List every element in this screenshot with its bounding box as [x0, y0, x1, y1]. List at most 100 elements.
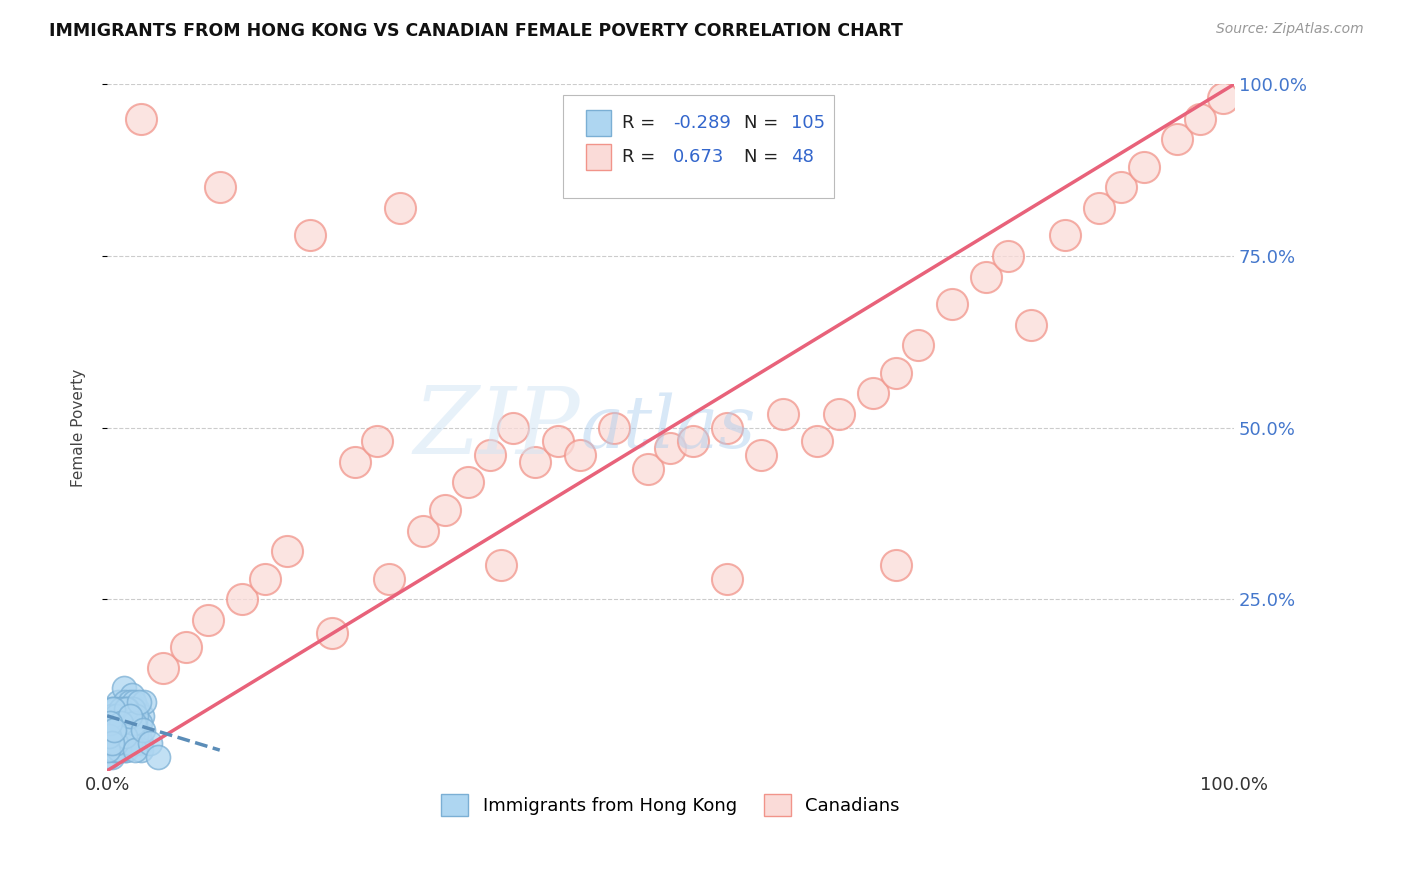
- Point: [112, 681, 135, 696]
- Point: [112, 702, 135, 716]
- Point: [118, 736, 141, 750]
- Point: [100, 750, 122, 764]
- Point: [129, 743, 152, 757]
- Point: [97, 750, 120, 764]
- Point: [108, 730, 131, 744]
- Point: [117, 702, 139, 716]
- Point: [117, 736, 139, 750]
- Point: [479, 448, 502, 462]
- Point: [103, 743, 125, 757]
- Point: [97, 736, 120, 750]
- Point: [110, 715, 132, 730]
- Point: [276, 544, 298, 558]
- Point: [105, 708, 128, 723]
- Point: [122, 695, 145, 709]
- Point: [110, 702, 132, 716]
- Point: [117, 723, 139, 737]
- Text: 0.673: 0.673: [672, 148, 724, 166]
- Point: [114, 730, 136, 744]
- Point: [111, 708, 134, 723]
- Point: [457, 475, 479, 490]
- Point: [659, 441, 682, 455]
- Point: [974, 269, 997, 284]
- Point: [100, 736, 122, 750]
- Point: [105, 702, 128, 716]
- Text: N =: N =: [744, 114, 783, 132]
- Point: [104, 730, 127, 744]
- Point: [298, 228, 321, 243]
- Point: [118, 723, 141, 737]
- Point: [1188, 112, 1211, 126]
- Point: [1087, 201, 1109, 215]
- Point: [117, 715, 139, 730]
- Point: [107, 730, 129, 744]
- Point: [118, 708, 141, 723]
- Point: [321, 626, 343, 640]
- Point: [115, 702, 138, 716]
- Text: N =: N =: [744, 148, 783, 166]
- Point: [716, 420, 738, 434]
- Point: [117, 723, 139, 737]
- Point: [208, 180, 231, 194]
- Point: [772, 407, 794, 421]
- Point: [112, 723, 135, 737]
- Text: 48: 48: [792, 148, 814, 166]
- Point: [1019, 318, 1042, 332]
- FancyBboxPatch shape: [586, 145, 610, 170]
- Point: [1109, 180, 1132, 194]
- Point: [806, 434, 828, 449]
- Point: [1166, 132, 1188, 146]
- Point: [716, 572, 738, 586]
- Point: [637, 461, 659, 475]
- Point: [122, 715, 145, 730]
- Point: [111, 708, 134, 723]
- Point: [112, 736, 135, 750]
- Point: [101, 723, 124, 737]
- Point: [120, 715, 142, 730]
- Point: [941, 297, 963, 311]
- Point: [120, 702, 142, 716]
- Point: [100, 736, 122, 750]
- Point: [108, 743, 131, 757]
- Point: [124, 743, 146, 757]
- Point: [105, 708, 128, 723]
- Point: [103, 736, 125, 750]
- Point: [104, 715, 127, 730]
- Point: [121, 702, 143, 716]
- Point: [118, 695, 141, 709]
- Point: [121, 688, 143, 702]
- Point: [103, 736, 125, 750]
- Text: IMMIGRANTS FROM HONG KONG VS CANADIAN FEMALE POVERTY CORRELATION CHART: IMMIGRANTS FROM HONG KONG VS CANADIAN FE…: [49, 22, 903, 40]
- Point: [108, 736, 131, 750]
- Point: [139, 736, 162, 750]
- Point: [547, 434, 569, 449]
- Point: [97, 743, 120, 757]
- Point: [101, 702, 124, 716]
- Point: [104, 730, 127, 744]
- Text: R =: R =: [621, 148, 666, 166]
- Point: [105, 723, 128, 737]
- Point: [117, 702, 139, 716]
- Point: [122, 702, 145, 716]
- Point: [1211, 91, 1233, 105]
- Point: [124, 715, 146, 730]
- Point: [412, 524, 434, 538]
- Point: [118, 723, 141, 737]
- Point: [682, 434, 704, 449]
- Point: [115, 743, 138, 757]
- Point: [603, 420, 626, 434]
- Point: [132, 723, 155, 737]
- Point: [125, 730, 148, 744]
- Text: 105: 105: [792, 114, 825, 132]
- Point: [862, 386, 884, 401]
- Point: [253, 572, 276, 586]
- Y-axis label: Female Poverty: Female Poverty: [72, 368, 86, 487]
- Point: [122, 723, 145, 737]
- Point: [366, 434, 388, 449]
- Point: [100, 715, 122, 730]
- Legend: Immigrants from Hong Kong, Canadians: Immigrants from Hong Kong, Canadians: [434, 787, 907, 823]
- Point: [103, 723, 125, 737]
- Point: [101, 730, 124, 744]
- Point: [98, 723, 121, 737]
- Point: [110, 715, 132, 730]
